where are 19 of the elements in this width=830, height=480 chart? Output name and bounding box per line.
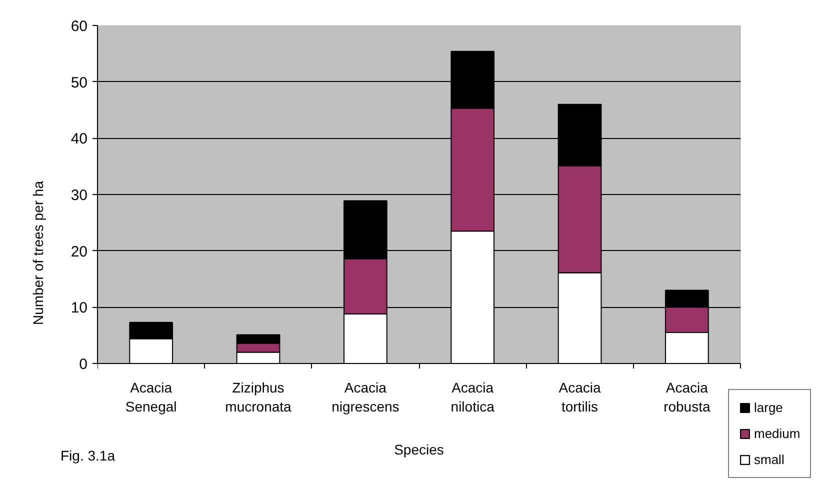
y-tick-label: 60 xyxy=(70,18,88,35)
caption: Fig. 3.1a xyxy=(60,448,116,464)
x-tick-label: Acacia nigrescens xyxy=(332,380,400,415)
x-axis-title: Species xyxy=(394,442,444,458)
y-tick-label: 20 xyxy=(70,243,88,260)
x-tick-label: Ziziphus mucronata xyxy=(225,380,292,415)
x-tick-label: Acacia tortilis xyxy=(558,380,601,415)
x-tick-label: Acacia Senegal xyxy=(125,380,177,415)
legend-label: small xyxy=(754,452,784,467)
y-axis-title: Number of trees per ha xyxy=(30,180,46,325)
y-tick-label: 0 xyxy=(79,356,88,373)
legend-label: large xyxy=(754,400,783,415)
x-tick-label: Acacia robusta xyxy=(664,380,710,415)
x-tick-label: Acacia nilotica xyxy=(450,380,495,415)
legend-label: medium xyxy=(754,426,800,441)
y-tick-label: 30 xyxy=(70,187,88,204)
y-tick-label: 40 xyxy=(70,130,88,148)
y-tick-label: 10 xyxy=(70,300,88,317)
y-tick-label: 50 xyxy=(70,74,88,92)
